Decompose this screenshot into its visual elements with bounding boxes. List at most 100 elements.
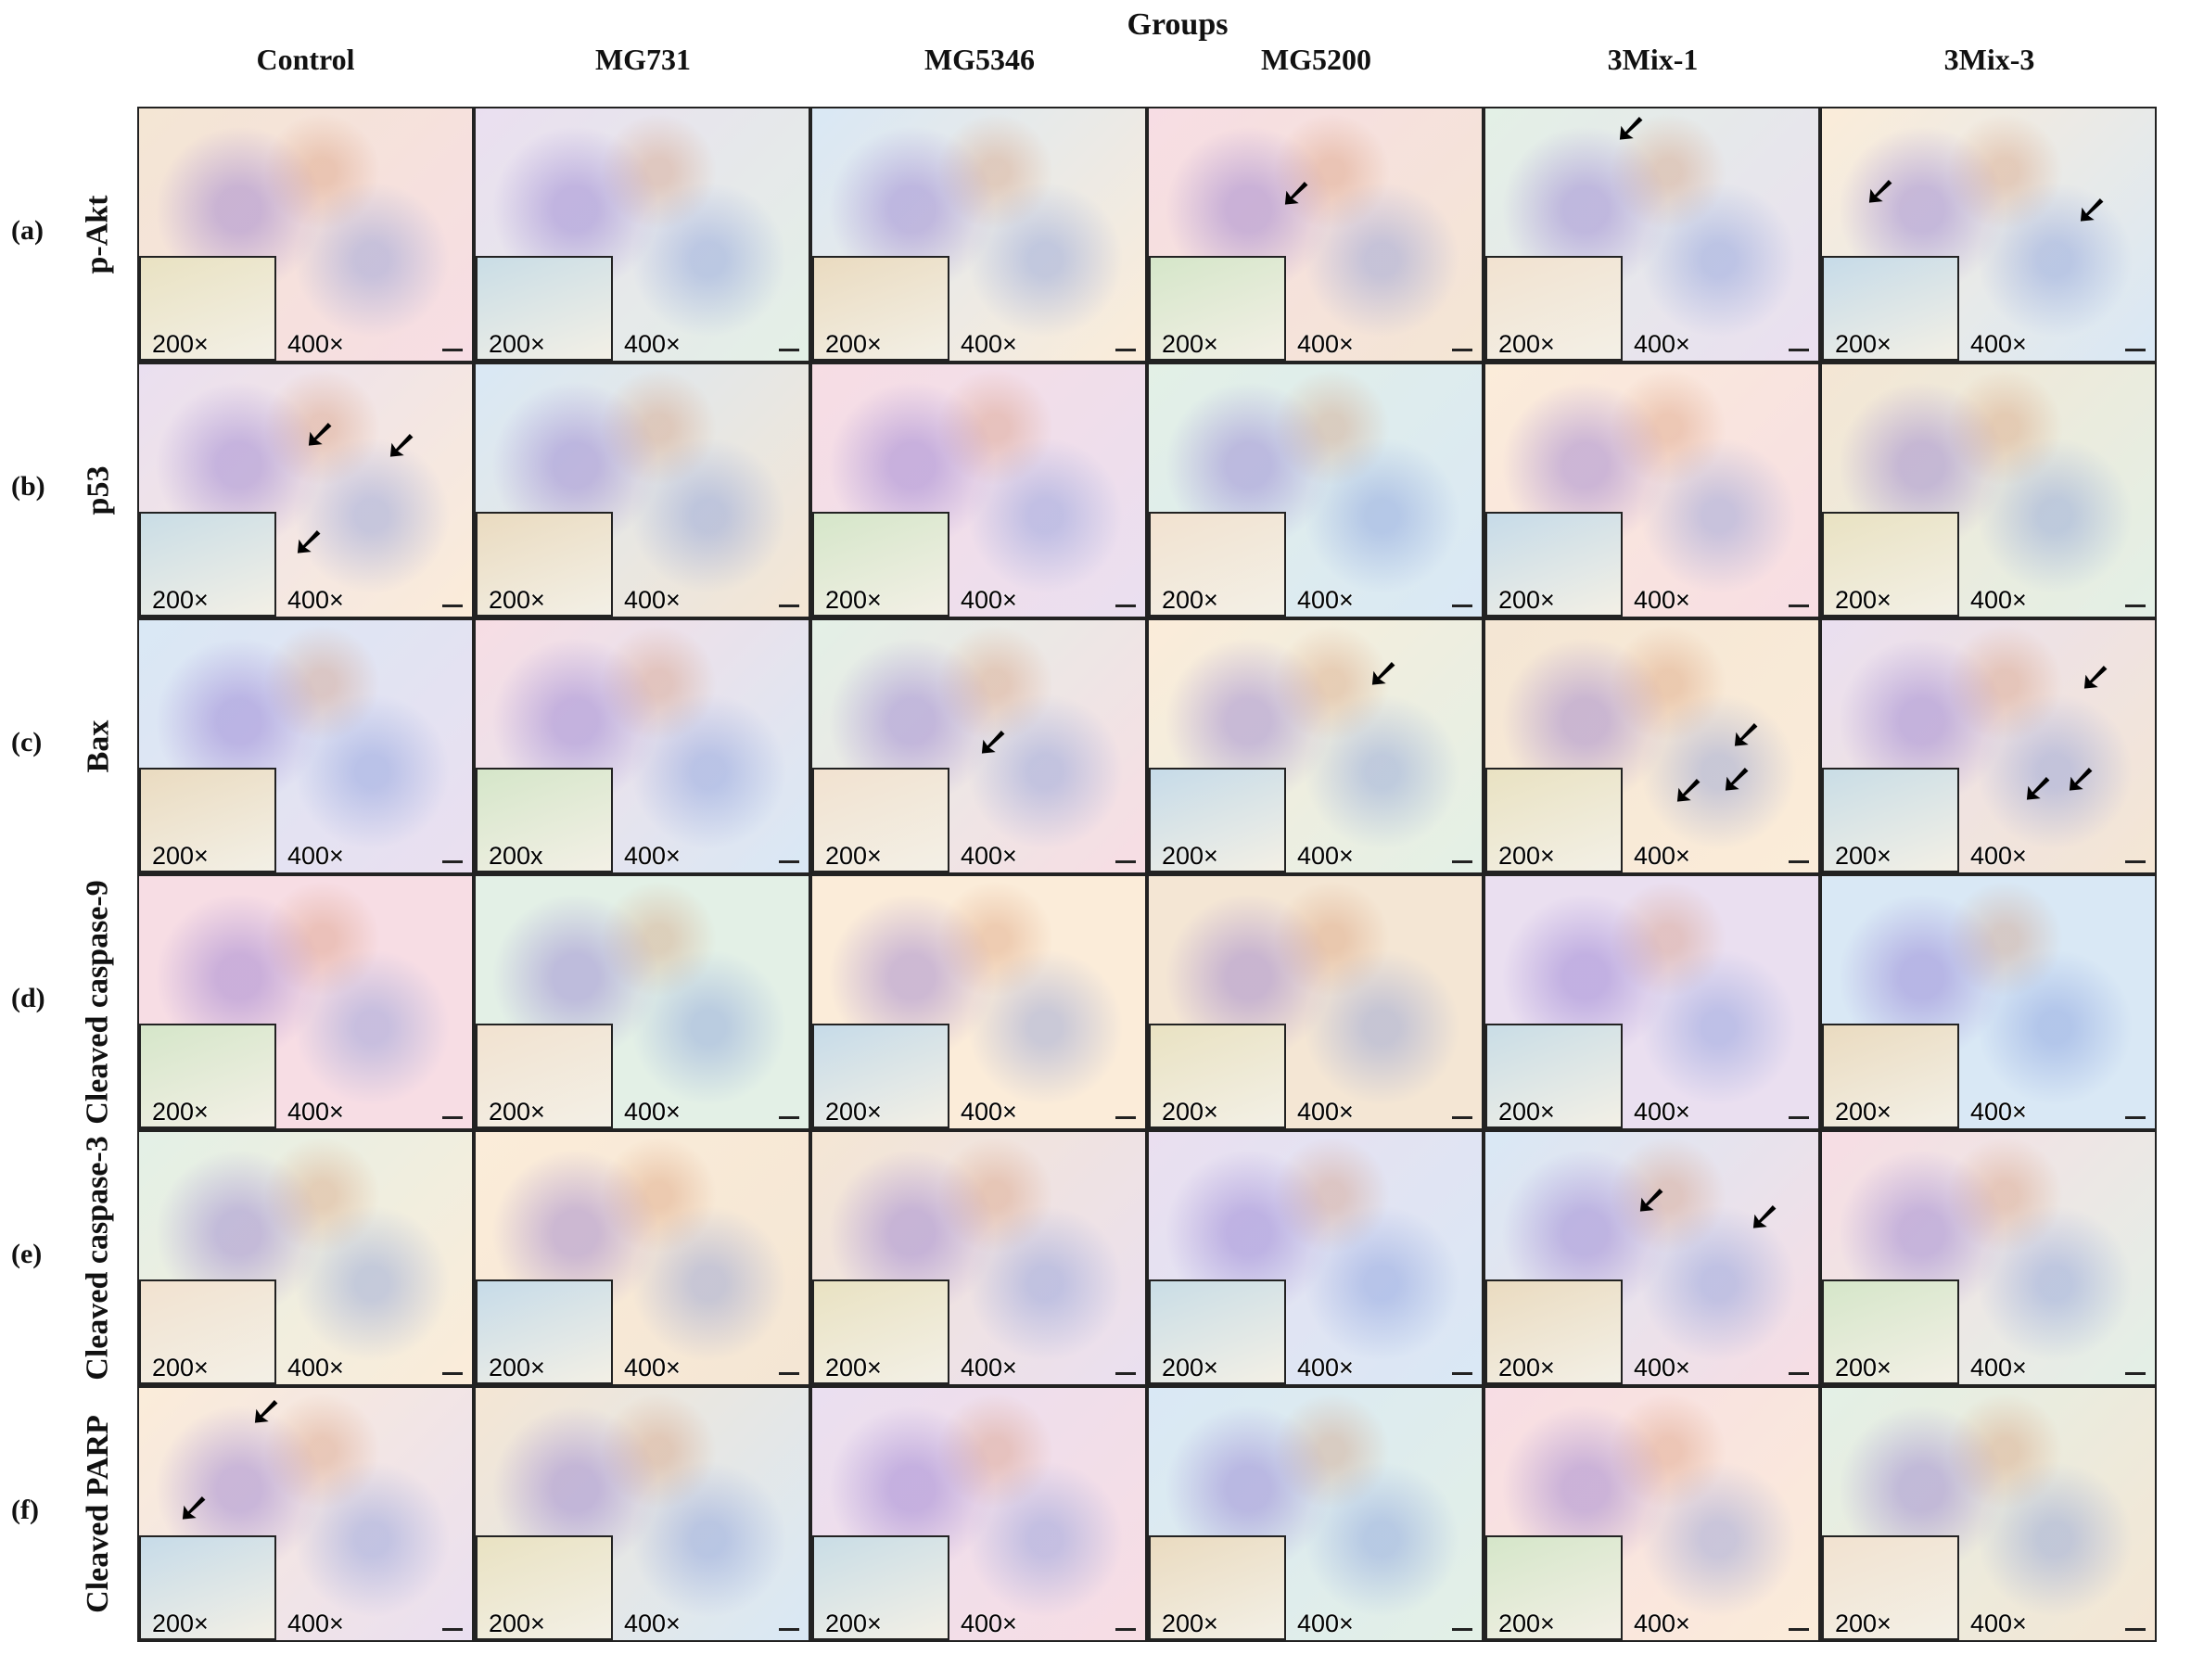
arrow-icon: ➘ (975, 719, 1010, 766)
magnification-label-low: 200× (1835, 842, 1892, 870)
inset-low-magnification (1485, 1024, 1623, 1128)
column-header-mg5200: MG5200 (1260, 43, 1372, 76)
magnification-label-low: 200× (1498, 586, 1555, 614)
magnification-label-high: 400× (1970, 1610, 2027, 1637)
micrograph-p-akt-3mix-3: 200× 400× ➘ ➘ (1820, 107, 2157, 363)
scale-bar (2125, 1372, 2146, 1375)
inset-low-magnification (812, 768, 949, 872)
scale-bar (1789, 605, 1809, 607)
magnification-label-high: 400× (287, 586, 344, 614)
scale-bar (1789, 349, 1809, 351)
arrow-icon: ➘ (2020, 765, 2055, 812)
column-header-3mix-1: 3Mix-1 (1607, 43, 1699, 76)
magnification-label-high: 400× (961, 586, 1017, 614)
arrow-icon: ➘ (291, 518, 325, 566)
inset-low-magnification (812, 1279, 949, 1384)
inset-low-magnification (476, 1279, 613, 1384)
scale-bar (1789, 1628, 1809, 1631)
magnification-label-high: 400× (1297, 586, 1354, 614)
inset-low-magnification (812, 256, 949, 361)
micrograph-cleaved-caspase-9-mg731: 200× 400× (474, 874, 810, 1130)
inset-low-magnification (1149, 512, 1286, 617)
micrograph-cleaved-caspase-9-mg5200: 200× 400× (1147, 874, 1484, 1130)
scale-bar (779, 1372, 799, 1375)
micrograph-cleaved-parp-control: 200× 400× ➘ ➘ (137, 1386, 474, 1642)
magnification-label-high: 400× (1634, 1354, 1690, 1381)
row-letter-f: (f) (11, 1495, 39, 1525)
scale-bar (442, 1628, 463, 1631)
inset-low-magnification (476, 256, 613, 361)
magnification-label-low: 200× (825, 1098, 882, 1126)
inset-low-magnification (812, 1535, 949, 1640)
scale-bar (779, 1116, 799, 1119)
inset-low-magnification (139, 1024, 276, 1128)
magnification-label-high: 400× (961, 1610, 1017, 1637)
row-letter-a: (a) (11, 215, 44, 246)
scale-bar (1115, 1116, 1136, 1119)
arrow-icon: ➘ (1366, 650, 1400, 697)
row-label-p-akt: p-Akt (81, 195, 115, 274)
inset-low-magnification (1485, 1279, 1623, 1384)
column-header-mg731: MG731 (594, 43, 692, 76)
micrograph-p-akt-mg731: 200× 400× (474, 107, 810, 363)
magnification-label-high: 400× (1970, 1098, 2027, 1126)
inset-low-magnification (1149, 1279, 1286, 1384)
micrograph-p53-3mix-1: 200× 400× (1484, 363, 1820, 618)
scale-bar (442, 860, 463, 863)
micrograph-p-akt-control: 200× 400× (137, 107, 474, 363)
arrow-icon: ➘ (302, 411, 337, 458)
magnification-label-low: 200× (152, 1610, 209, 1637)
inset-low-magnification (476, 1024, 613, 1128)
scale-bar (1115, 1628, 1136, 1631)
magnification-label-high: 400× (1634, 330, 1690, 358)
arrow-icon: ➘ (2078, 654, 2112, 701)
magnification-label-high: 400× (287, 842, 344, 870)
magnification-label-high: 400× (1970, 842, 2027, 870)
row-letter-b: (b) (11, 471, 45, 502)
groups-title: Groups (1127, 7, 1229, 42)
scale-bar (1452, 1372, 1472, 1375)
magnification-label-high: 400× (624, 1098, 681, 1126)
micrograph-cleaved-caspase-9-mg5346: 200× 400× (810, 874, 1147, 1130)
scale-bar (2125, 860, 2146, 863)
scale-bar (442, 1372, 463, 1375)
arrow-icon: ➘ (176, 1484, 210, 1532)
arrow-icon: ➘ (1719, 756, 1753, 803)
micrograph-cleaved-caspase-9-control: 200× 400× (137, 874, 474, 1130)
magnification-label-low: 200× (152, 586, 209, 614)
magnification-label-high: 400× (961, 842, 1017, 870)
inset-low-magnification (1485, 1535, 1623, 1640)
magnification-label-high: 400× (1634, 1610, 1690, 1637)
scale-bar (2125, 349, 2146, 351)
magnification-label-high: 400× (961, 1354, 1017, 1381)
inset-low-magnification (139, 1279, 276, 1384)
magnification-label-low: 200× (489, 1354, 545, 1381)
inset-low-magnification (1149, 256, 1286, 361)
micrograph-p53-mg5346: 200× 400× (810, 363, 1147, 618)
magnification-label-high: 400× (624, 842, 681, 870)
magnification-label-low: 200× (152, 1354, 209, 1381)
scale-bar (1452, 349, 1472, 351)
scale-bar (779, 605, 799, 607)
column-header-mg5346: MG5346 (924, 43, 1036, 76)
magnification-label-low: 200× (1162, 1354, 1218, 1381)
scale-bar (1452, 605, 1472, 607)
micrograph-cleaved-parp-3mix-3: 200× 400× (1820, 1386, 2157, 1642)
magnification-label-low: 200× (1498, 1610, 1555, 1637)
magnification-label-low: 200× (1162, 1610, 1218, 1637)
row-letter-e: (e) (11, 1239, 43, 1269)
magnification-label-low: 200× (825, 842, 882, 870)
scale-bar (1452, 860, 1472, 863)
magnification-label-low: 200× (1835, 1610, 1892, 1637)
micrograph-p53-3mix-3: 200× 400× (1820, 363, 2157, 618)
arrow-icon: ➘ (1863, 168, 1897, 215)
inset-low-magnification (1149, 768, 1286, 872)
magnification-label-low: 200× (152, 842, 209, 870)
inset-low-magnification (1822, 1279, 1959, 1384)
magnification-label-high: 400× (1970, 586, 2027, 614)
inset-low-magnification (812, 1024, 949, 1128)
inset-low-magnification (1485, 768, 1623, 872)
magnification-label-low: 200× (1498, 330, 1555, 358)
inset-low-magnification (1485, 512, 1623, 617)
micrograph-cleaved-parp-mg731: 200× 400× (474, 1386, 810, 1642)
